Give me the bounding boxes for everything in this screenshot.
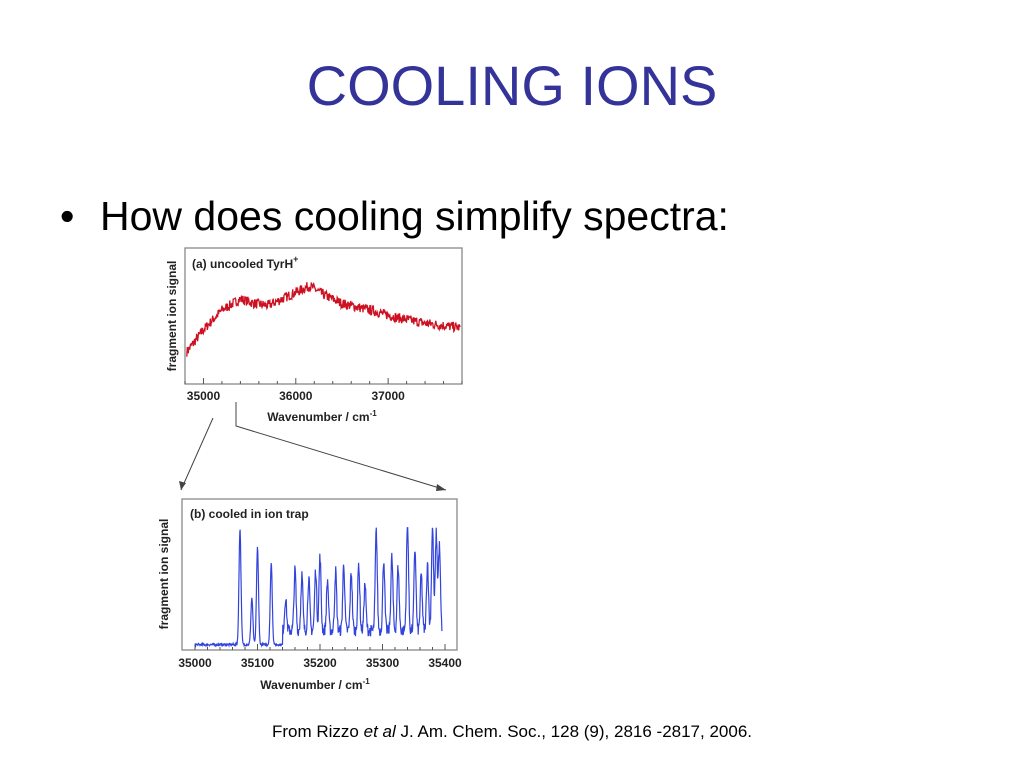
bullet-text: How does cooling simplify spectra:	[100, 193, 729, 239]
panel-a-tick-label: 36000	[279, 389, 313, 403]
panel-a-xlabel: Wavenumber / cm-1	[267, 409, 377, 424]
panel-a-ylabel: fragment ion signal	[165, 261, 179, 372]
citation: From Rizzo et al J. Am. Chem. Soc., 128 …	[0, 722, 1024, 742]
panel-a-xlabel-sup: -1	[370, 409, 378, 418]
citation-suffix: J. Am. Chem. Soc., 128 (9), 2816 -2817, …	[395, 722, 753, 741]
arrow-left-line	[180, 417, 214, 491]
panel-b-tick-label: 35200	[303, 656, 337, 670]
panel-b-tick-label: 35400	[428, 656, 462, 670]
panel-b-xlabel-sup: -1	[363, 677, 371, 686]
panel-a-label: (a) uncooled TyrH+	[192, 254, 298, 271]
panel-b-ylabel: fragment ion signal	[157, 519, 171, 630]
panel-a-tick-label: 35000	[187, 389, 221, 403]
uncooled-spectrum-trace	[186, 281, 461, 357]
bullet-point: • How does cooling simplify spectra:	[60, 192, 729, 240]
panel-b-xlabel-text: Wavenumber / cm	[260, 678, 362, 692]
panel-a-xlabel-text: Wavenumber / cm	[267, 410, 369, 424]
panel-a-tick-label: 37000	[371, 389, 405, 403]
slide-title: COOLING IONS	[306, 54, 718, 117]
citation-prefix: From Rizzo	[271, 722, 364, 741]
arrow-right-line	[235, 402, 447, 491]
arrow-left-head	[179, 481, 186, 490]
cooled-spectrum-trace	[194, 527, 443, 648]
panel-b-tick-label: 35100	[241, 656, 275, 670]
panel-b-xlabel: Wavenumber / cm-1	[260, 677, 370, 692]
bullet-symbol: •	[60, 193, 75, 239]
panel-a-uncooled: fragment ion signal (a) uncooled TyrH+ 3…	[165, 247, 463, 424]
panel-a-frame	[184, 247, 463, 385]
panel-b-label: (b) cooled in ion trap	[190, 507, 309, 521]
panel-b-ticks: 35000 35100 35200 35300 35400	[178, 644, 462, 670]
panel-a-ticks: 35000 36000 37000	[184, 378, 463, 403]
arrow-right-head	[436, 484, 446, 491]
panel-b-tick-label: 35300	[366, 656, 400, 670]
panel-b-tick-label: 35000	[178, 656, 212, 670]
zoom-arrows	[179, 402, 447, 491]
citation-italic: et al	[363, 722, 396, 741]
panel-a-label-text: (a) uncooled TyrH	[192, 257, 293, 271]
panel-b-cooled: fragment ion signal (b) cooled in ion tr…	[157, 498, 462, 692]
panel-a-label-sup: +	[293, 254, 298, 264]
